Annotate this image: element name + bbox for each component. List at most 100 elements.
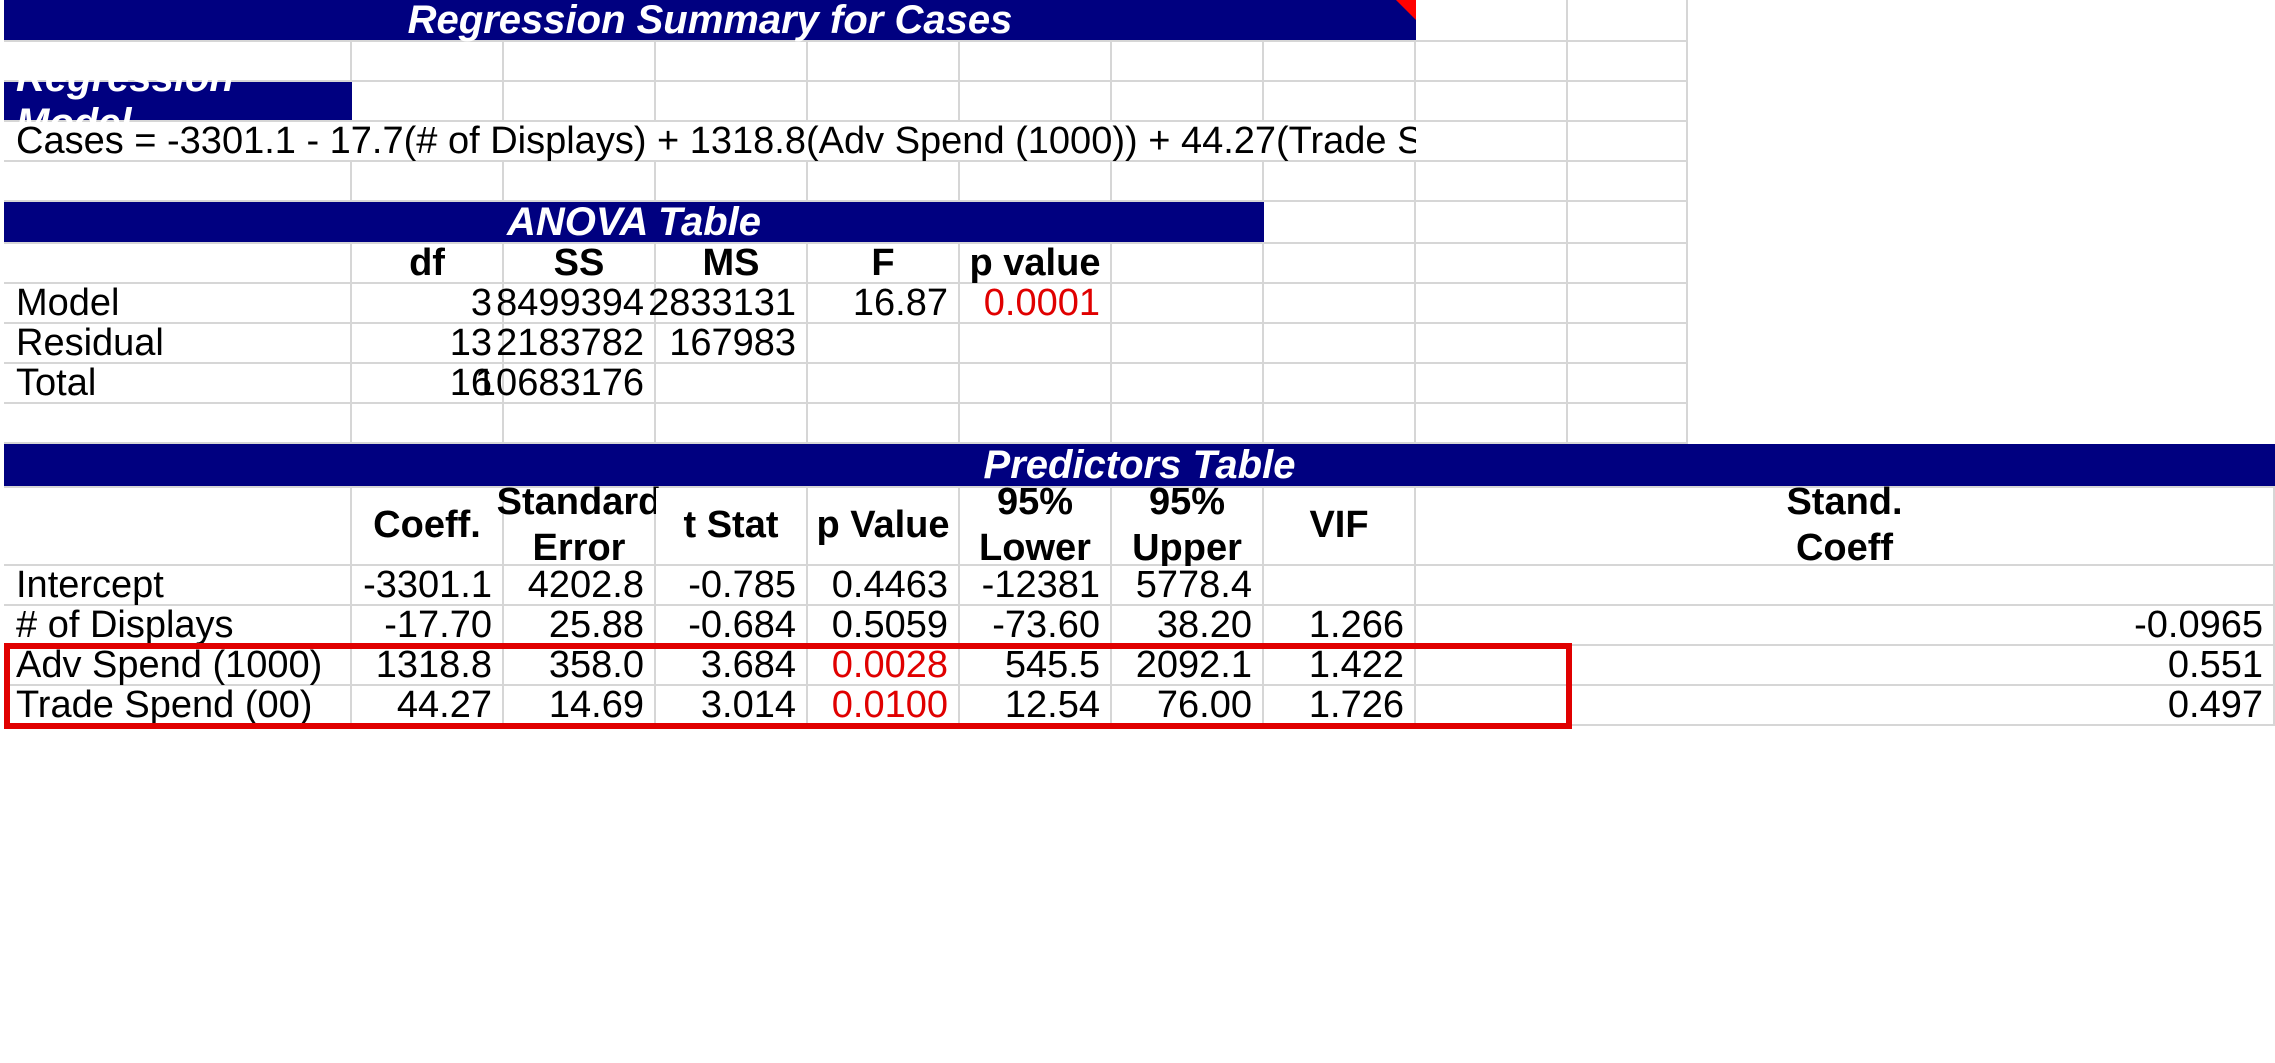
grid-cell[interactable] — [960, 162, 1112, 202]
anova-row-label[interactable]: Model — [4, 284, 352, 324]
grid-cell[interactable] — [1568, 364, 1688, 404]
predictor-cell-t[interactable]: -0.785 — [656, 566, 808, 606]
grid-cell[interactable] — [656, 404, 808, 444]
predictor-cell-lower[interactable]: -73.60 — [960, 606, 1112, 646]
predictors-column-header[interactable]: Stand. Coeff — [1416, 481, 2275, 569]
grid-cell[interactable] — [1568, 324, 1688, 364]
grid-cell[interactable] — [1112, 284, 1264, 324]
grid-cell[interactable] — [1264, 42, 1416, 82]
predictor-cell-vif[interactable]: 1.266 — [1264, 606, 1416, 646]
grid-cell[interactable] — [504, 82, 656, 122]
grid-cell[interactable] — [1264, 364, 1416, 404]
grid-cell[interactable] — [352, 404, 504, 444]
anova-cell-ms[interactable]: 2833131 — [648, 284, 808, 324]
grid-cell[interactable] — [1264, 324, 1416, 364]
grid-cell[interactable] — [1416, 122, 1568, 162]
predictor-cell-std[interactable]: 0.551 — [1416, 646, 2275, 686]
grid-cell[interactable] — [1264, 202, 1416, 244]
predictor-cell-coeff[interactable]: 1318.8 — [352, 646, 504, 686]
predictor-cell-t[interactable]: 3.014 — [656, 686, 808, 726]
predictors-column-header[interactable]: p Value — [808, 488, 960, 566]
predictor-cell-upper[interactable]: 5778.4 — [1112, 566, 1264, 606]
grid-cell[interactable] — [1416, 162, 1568, 202]
grid-cell[interactable] — [808, 162, 960, 202]
predictor-row-label[interactable]: Trade Spend (00) — [4, 686, 352, 726]
predictor-cell-se[interactable]: 14.69 — [504, 686, 656, 726]
grid-cell[interactable] — [1416, 82, 1568, 122]
grid-cell[interactable] — [1112, 42, 1264, 82]
anova-row-label[interactable]: Total — [4, 364, 352, 404]
grid-cell[interactable] — [1416, 324, 1568, 364]
predictor-cell-std[interactable]: -0.0965 — [1416, 606, 2275, 646]
anova-column-header[interactable]: MS — [656, 244, 808, 284]
grid-cell[interactable] — [656, 82, 808, 122]
predictor-cell-se[interactable]: 358.0 — [504, 646, 656, 686]
grid-cell[interactable] — [1568, 162, 1688, 202]
grid-cell[interactable] — [1264, 404, 1416, 444]
grid-cell[interactable] — [1568, 0, 1688, 42]
anova-cell-ss[interactable]: 2183782 — [496, 324, 656, 364]
grid-cell[interactable] — [1264, 244, 1416, 284]
anova-cell-f[interactable] — [808, 364, 960, 404]
grid-cell[interactable] — [1568, 202, 1688, 244]
grid-cell[interactable] — [4, 404, 352, 444]
predictor-cell-lower[interactable]: 545.5 — [960, 646, 1112, 686]
predictors-column-header[interactable]: Coeff. — [352, 488, 504, 566]
predictor-cell-p[interactable]: 0.5059 — [808, 606, 960, 646]
grid-cell[interactable] — [960, 42, 1112, 82]
grid-cell[interactable] — [1568, 244, 1688, 284]
anova-cell-p[interactable] — [960, 324, 1112, 364]
anova-column-header[interactable]: df — [352, 244, 504, 284]
grid-cell[interactable] — [1112, 324, 1264, 364]
grid-cell[interactable] — [960, 404, 1112, 444]
predictor-cell-std[interactable]: 0.497 — [1416, 686, 2275, 726]
predictor-row-label[interactable]: Adv Spend (1000) — [4, 646, 352, 686]
comment-indicator-icon[interactable] — [1396, 0, 1416, 20]
grid-cell[interactable] — [504, 42, 656, 82]
predictors-column-header[interactable]: Standard Error — [497, 481, 662, 569]
predictor-cell-se[interactable]: 4202.8 — [504, 566, 656, 606]
grid-cell[interactable] — [1416, 364, 1568, 404]
predictor-row-label[interactable]: Intercept — [4, 566, 352, 606]
predictors-column-header[interactable]: 95% Upper — [1112, 481, 1264, 569]
grid-cell[interactable] — [1264, 284, 1416, 324]
regression-equation[interactable]: Cases = -3301.1 - 17.7(# of Displays) + … — [4, 122, 1598, 162]
predictor-cell-upper[interactable]: 38.20 — [1112, 606, 1264, 646]
grid-cell[interactable] — [1264, 162, 1416, 202]
grid-cell[interactable] — [656, 42, 808, 82]
predictor-cell-vif[interactable]: 1.422 — [1264, 646, 1416, 686]
grid-cell[interactable] — [1568, 284, 1688, 324]
predictors-column-header[interactable]: 95% Lower — [960, 481, 1112, 569]
predictor-cell-se[interactable]: 25.88 — [504, 606, 656, 646]
predictor-cell-coeff[interactable]: 44.27 — [352, 686, 504, 726]
grid-cell[interactable] — [1416, 202, 1568, 244]
grid-cell[interactable] — [4, 162, 352, 202]
anova-cell-f[interactable]: 16.87 — [808, 284, 960, 324]
grid-cell[interactable] — [352, 42, 504, 82]
predictor-cell-t[interactable]: 3.684 — [656, 646, 808, 686]
predictor-cell-vif[interactable] — [1264, 566, 1416, 606]
grid-cell[interactable] — [1416, 42, 1568, 82]
predictor-row-label[interactable]: # of Displays — [4, 606, 352, 646]
grid-cell[interactable] — [1112, 364, 1264, 404]
grid-cell[interactable] — [960, 82, 1112, 122]
grid-cell[interactable] — [4, 488, 352, 566]
predictor-cell-lower[interactable]: 12.54 — [960, 686, 1112, 726]
predictor-cell-p[interactable]: 0.0028 — [808, 646, 960, 686]
grid-cell[interactable] — [808, 42, 960, 82]
anova-column-header[interactable]: p value — [960, 244, 1112, 284]
anova-cell-ss[interactable]: 8499394 — [496, 284, 656, 324]
predictor-cell-vif[interactable]: 1.726 — [1264, 686, 1416, 726]
grid-cell[interactable] — [656, 162, 808, 202]
predictor-cell-t[interactable]: -0.684 — [656, 606, 808, 646]
grid-cell[interactable] — [504, 404, 656, 444]
grid-cell[interactable] — [352, 82, 504, 122]
anova-column-header[interactable]: SS — [504, 244, 656, 284]
predictor-cell-p[interactable]: 0.4463 — [808, 566, 960, 606]
anova-cell-ss[interactable]: 10683176 — [475, 364, 656, 404]
grid-cell[interactable] — [1416, 404, 1568, 444]
grid-cell[interactable] — [808, 404, 960, 444]
grid-cell[interactable] — [1416, 0, 1568, 42]
grid-cell[interactable] — [1112, 404, 1264, 444]
grid-cell[interactable] — [1568, 82, 1688, 122]
